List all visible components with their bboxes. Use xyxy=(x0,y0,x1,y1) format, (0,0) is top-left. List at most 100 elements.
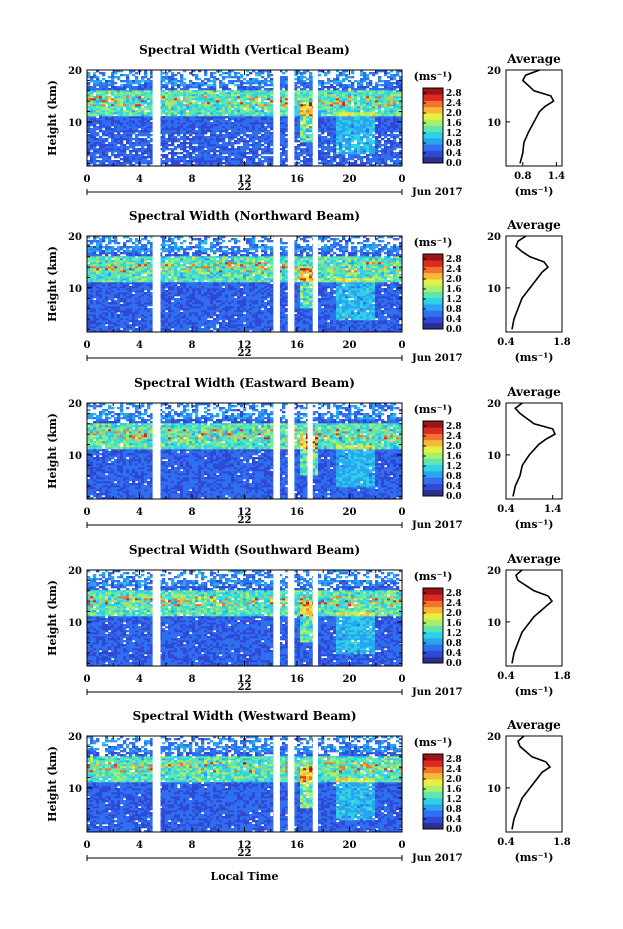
heatmap-cell xyxy=(216,90,219,92)
heatmap-cell xyxy=(126,140,129,142)
heatmap-cell xyxy=(162,134,165,136)
heatmap-cell xyxy=(102,116,105,118)
heatmap-cell xyxy=(207,144,210,146)
heatmap-cell xyxy=(96,114,99,116)
heatmap-cell xyxy=(384,130,387,132)
heatmap-cell xyxy=(348,108,351,110)
heatmap-cell xyxy=(369,324,372,326)
heatmap-cell xyxy=(330,132,333,134)
heatmap-cell xyxy=(135,144,138,146)
average-frame xyxy=(506,70,562,166)
heatmap-cell xyxy=(117,122,120,124)
heatmap-cell xyxy=(327,80,330,82)
heatmap-cell xyxy=(162,92,165,94)
heatmap-cell xyxy=(204,88,207,90)
heatmap-cell xyxy=(228,118,231,120)
heatmap-cell xyxy=(357,114,360,116)
heatmap-cell xyxy=(243,132,246,134)
heatmap-cell xyxy=(93,142,96,144)
heatmap-cell xyxy=(330,156,333,158)
heatmap-cell xyxy=(120,124,123,126)
heatmap-cell xyxy=(192,82,195,84)
heatmap-cell xyxy=(90,324,93,326)
heatmap-cell xyxy=(342,122,345,124)
heatmap-cell xyxy=(186,322,189,324)
heatmap-cell xyxy=(330,106,333,108)
heatmap-cell xyxy=(321,106,324,108)
heatmap-cell xyxy=(177,92,180,94)
heatmap-cell xyxy=(336,144,339,146)
heatmap-cell xyxy=(165,126,168,128)
heatmap-cell xyxy=(225,142,228,144)
heatmap-cell xyxy=(168,92,171,94)
heatmap-cell xyxy=(237,98,240,100)
heatmap-cell xyxy=(114,110,117,112)
heatmap-cell xyxy=(90,146,93,148)
heatmap-cell xyxy=(309,138,312,140)
heatmap-cell xyxy=(168,102,171,104)
heatmap-cell xyxy=(324,154,327,156)
heatmap-cell xyxy=(381,130,384,132)
heatmap-cell xyxy=(192,156,195,158)
heatmap-cell xyxy=(219,148,222,150)
heatmap-cell xyxy=(249,114,252,116)
heatmap-cell xyxy=(285,128,288,130)
heatmap-cell xyxy=(207,106,210,108)
heatmap-cell xyxy=(207,146,210,148)
heatmap-cell xyxy=(336,136,339,138)
heatmap-cell xyxy=(246,162,249,164)
heatmap-cell xyxy=(261,108,264,110)
heatmap-cell xyxy=(393,88,396,90)
heatmap-cell xyxy=(213,76,216,78)
heatmap-cell xyxy=(282,78,285,80)
heatmap-cell xyxy=(327,156,330,158)
heatmap-cell xyxy=(144,150,147,152)
heatmap-cell xyxy=(141,150,144,152)
heatmap-cell xyxy=(231,154,234,156)
heatmap-cell xyxy=(363,118,366,120)
heatmap-cell xyxy=(90,128,93,130)
heatmap-cell xyxy=(183,150,186,152)
heatmap-cell xyxy=(210,74,213,76)
heatmap-cell xyxy=(105,148,108,150)
heatmap-cell xyxy=(303,120,306,122)
heatmap-cell xyxy=(378,144,381,146)
heatmap-cell xyxy=(171,154,174,156)
heatmap-cell xyxy=(141,140,144,142)
heatmap-cell xyxy=(114,108,117,110)
heatmap-cell xyxy=(231,96,234,98)
y-tick-label: 10 xyxy=(68,118,82,129)
heatmap-cell xyxy=(162,108,165,110)
heatmap-cell xyxy=(309,98,312,100)
heatmap-cell xyxy=(144,320,147,322)
heatmap-cell xyxy=(114,104,117,106)
heatmap-cell xyxy=(384,108,387,110)
heatmap-cell xyxy=(342,132,345,134)
heatmap-cell xyxy=(321,156,324,158)
heatmap-cell xyxy=(309,100,312,102)
heatmap-cell xyxy=(378,324,381,326)
heatmap-cell xyxy=(219,146,222,148)
heatmap-cell xyxy=(321,108,324,110)
heatmap-cell xyxy=(105,134,108,136)
heatmap-cell xyxy=(102,148,105,150)
heatmap-cell xyxy=(378,76,381,78)
heatmap-cell xyxy=(270,88,273,90)
heatmap-cell xyxy=(123,110,126,112)
heatmap-cell xyxy=(108,98,111,100)
heatmap-cell xyxy=(342,128,345,130)
heatmap-cell xyxy=(333,148,336,150)
heatmap-cell xyxy=(318,84,321,86)
heatmap-cell xyxy=(114,88,117,90)
heatmap-cell xyxy=(258,116,261,118)
heatmap-cell xyxy=(219,132,222,134)
heatmap-cell xyxy=(180,120,183,122)
heatmap-cell xyxy=(240,150,243,152)
heatmap-cell xyxy=(330,112,333,114)
heatmap-cell xyxy=(258,162,261,164)
heatmap-cell xyxy=(162,102,165,104)
heatmap-cell xyxy=(360,142,363,144)
heatmap-cell xyxy=(114,160,117,162)
heatmap-cell xyxy=(357,88,360,90)
heatmap-cell xyxy=(96,134,99,136)
